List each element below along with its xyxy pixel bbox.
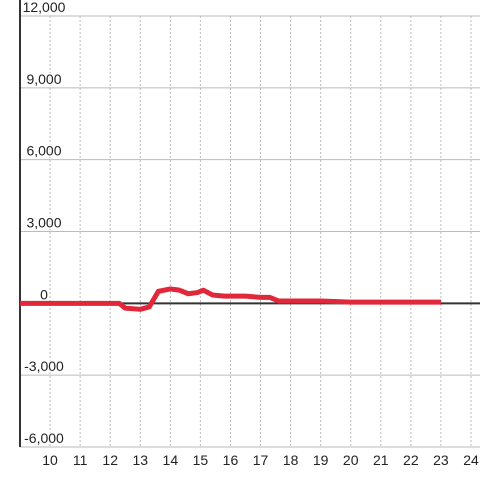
x-tick-label: 19: [313, 452, 329, 468]
x-tick-label: 16: [223, 452, 239, 468]
x-tick-label: 14: [163, 452, 179, 468]
x-tick-label: 15: [193, 452, 209, 468]
x-tick-label: 11: [73, 452, 88, 468]
y-tick-label: 12,000: [23, 0, 66, 15]
x-tick-label: 23: [433, 452, 449, 468]
x-tick-label: 24: [463, 452, 479, 468]
y-tick-label: -6,000: [24, 430, 64, 446]
x-tick-label: 17: [253, 452, 269, 468]
x-tick-label: 13: [132, 452, 148, 468]
y-tick-label: 3,000: [26, 215, 61, 231]
x-tick-label: 12: [102, 452, 118, 468]
x-tick-label: 21: [373, 452, 389, 468]
y-tick-label: 0: [40, 286, 48, 302]
line-series: [20, 286, 441, 312]
y-tick-label: -3,000: [24, 358, 64, 374]
x-tick-label: 18: [283, 452, 299, 468]
x-tick-label: 10: [42, 452, 58, 468]
x-tick-label: 20: [343, 452, 359, 468]
y-tick-label: 9,000: [26, 71, 61, 87]
x-tick-label: 22: [403, 452, 419, 468]
y-tick-label: 6,000: [26, 143, 61, 159]
